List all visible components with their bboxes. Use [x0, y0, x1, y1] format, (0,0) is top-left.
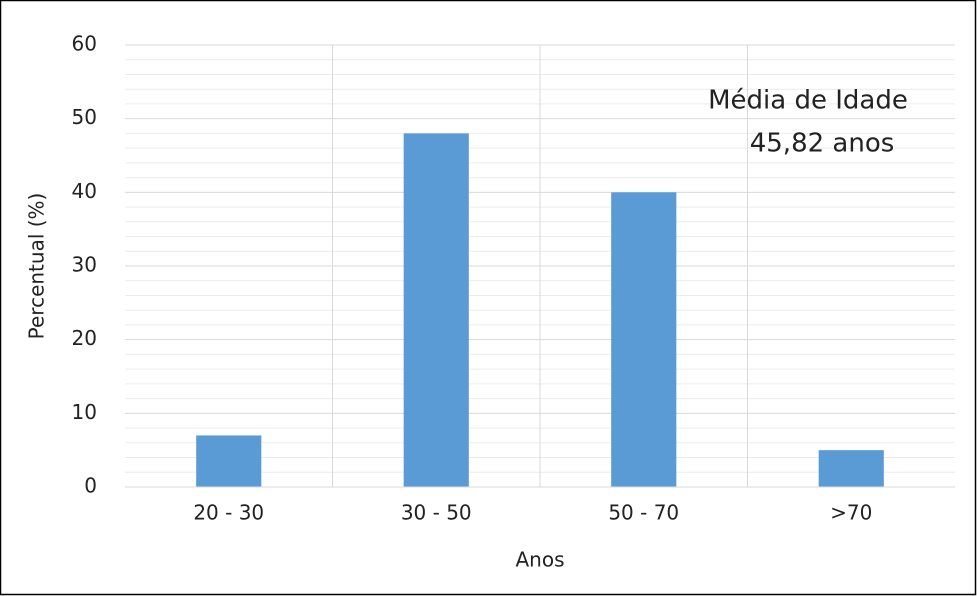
x-tick-label: 20 - 30 [193, 501, 264, 525]
y-tick-label: 30 [72, 253, 97, 277]
bar [196, 435, 262, 487]
y-tick-label: 10 [72, 400, 97, 424]
y-tick-label: 40 [72, 179, 97, 203]
x-axis-label: Anos [515, 548, 564, 572]
bar [403, 133, 469, 487]
annotation: Média de Idade [708, 86, 908, 116]
x-tick-label: 50 - 70 [608, 501, 679, 525]
x-tick-label: 30 - 50 [401, 501, 472, 525]
y-tick-label: 0 [84, 474, 97, 498]
y-tick-label: 60 [72, 32, 97, 56]
bar [818, 450, 884, 487]
bar [611, 192, 677, 488]
y-tick-label: 20 [72, 326, 97, 350]
annotation: 45,82 anos [750, 129, 895, 159]
x-tick-label: >70 [830, 501, 872, 525]
y-tick-label: 50 [72, 105, 97, 129]
y-axis-label: Percentual (%) [25, 193, 49, 340]
